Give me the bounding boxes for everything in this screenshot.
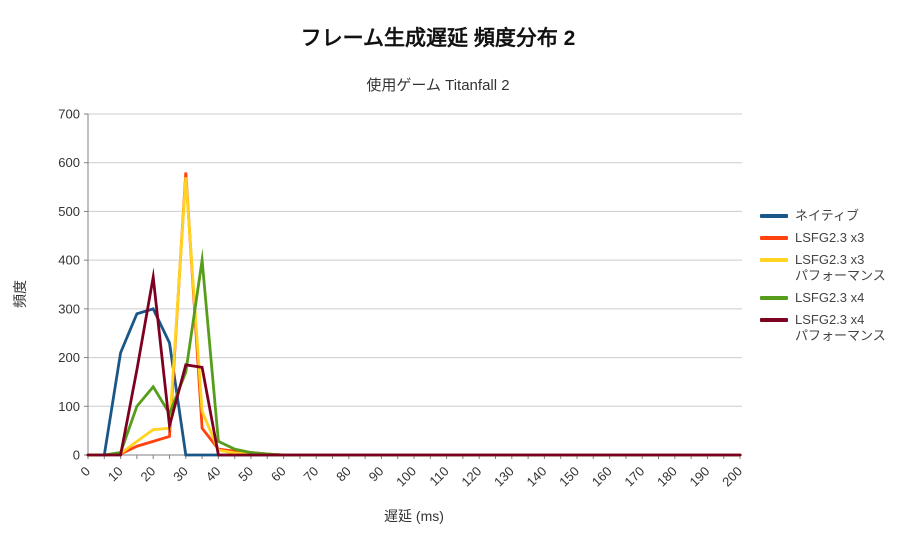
x-tick-label: 110	[426, 464, 451, 489]
x-tick-label: 0	[77, 464, 93, 480]
legend-swatch	[760, 258, 788, 262]
x-tick-label: 150	[556, 464, 582, 490]
legend-label: ネイティブ	[795, 208, 859, 223]
x-tick-label: 100	[393, 464, 419, 490]
y-tick-label: 500	[58, 204, 80, 219]
legend-swatch	[760, 296, 788, 300]
x-tick-label: 10	[105, 464, 126, 485]
x-tick-label: 200	[719, 464, 745, 490]
y-tick-label: 200	[58, 350, 80, 365]
x-tick-label: 130	[491, 464, 517, 490]
legend-swatch	[760, 214, 788, 218]
x-tick-label: 180	[654, 464, 680, 490]
x-tick-label: 80	[333, 464, 354, 485]
x-tick-label: 90	[366, 464, 387, 485]
x-tick-label: 140	[524, 464, 550, 490]
y-tick-label: 700	[58, 107, 80, 122]
legend-item: LSFG2.3 x4 パフォーマンス	[760, 312, 886, 344]
legend-swatch	[760, 318, 788, 322]
x-tick-label: 160	[589, 464, 615, 490]
series-line-4	[86, 267, 742, 457]
y-tick-label: 0	[73, 448, 80, 463]
chart-subtitle: 使用ゲーム Titanfall 2	[366, 77, 510, 94]
x-tick-label: 70	[300, 464, 321, 485]
legend-label: LSFG2.3 x4	[795, 290, 865, 305]
series-line-2	[86, 177, 742, 457]
x-tick-label: 60	[268, 464, 289, 485]
legend-label: LSFG2.3 x3 パフォーマンス	[795, 252, 886, 283]
y-tick-label: 300	[58, 301, 80, 316]
legend-item: LSFG2.3 x3 パフォーマンス	[760, 252, 886, 284]
x-tick-label: 190	[687, 464, 713, 490]
y-tick-label: 400	[58, 253, 80, 268]
legend-swatch	[760, 236, 788, 240]
legend-item: LSFG2.3 x4	[760, 290, 886, 306]
y-tick-label: 600	[58, 155, 80, 170]
legend-label: LSFG2.3 x3	[795, 230, 865, 245]
x-tick-label: 20	[137, 464, 158, 485]
x-axis-title: 遅延 (ms)	[384, 508, 444, 524]
series-line-0	[86, 307, 742, 457]
x-tick-label: 50	[235, 464, 256, 485]
x-tick-label: 120	[458, 464, 484, 490]
legend-item: ネイティブ	[760, 208, 886, 224]
legend-item: LSFG2.3 x3	[760, 230, 886, 246]
x-tick-label: 170	[621, 464, 647, 490]
legend-label: LSFG2.3 x4 パフォーマンス	[795, 312, 886, 343]
x-tick-label: 30	[170, 464, 191, 485]
y-tick-label: 100	[58, 399, 80, 414]
chart-title: フレーム生成遅延 頻度分布 2	[300, 27, 576, 50]
x-tick-label: 40	[203, 464, 224, 485]
legend: ネイティブ LSFG2.3 x3 LSFG2.3 x3 パフォーマンス LSFG2.3…	[760, 208, 886, 344]
series-line-1	[86, 172, 742, 457]
